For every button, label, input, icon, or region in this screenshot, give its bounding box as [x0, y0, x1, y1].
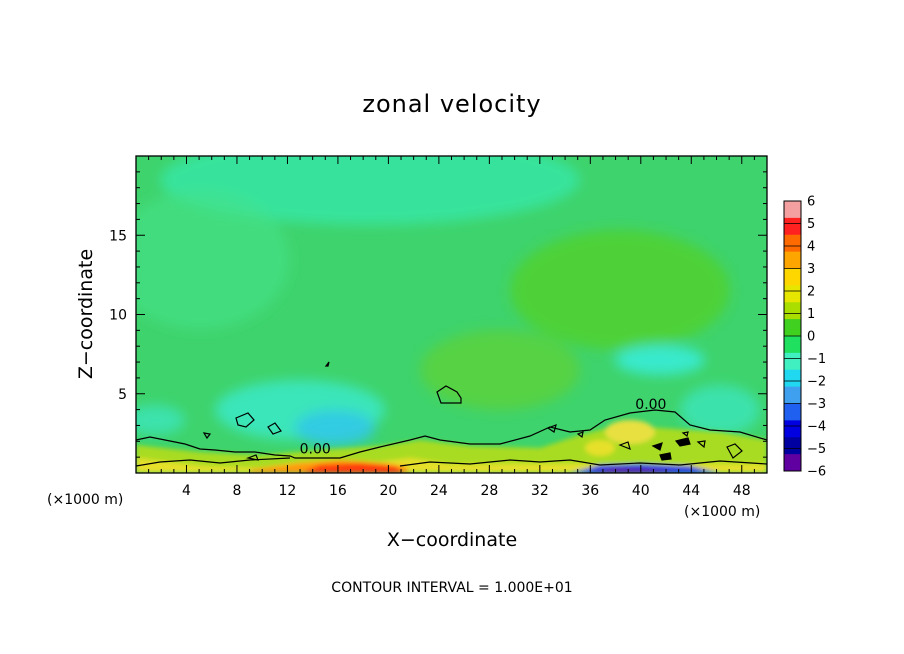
colorbar: 6 5 4 3 2 1 0 −1 −2 −3 −4 −5 −6	[783, 195, 826, 480]
x-tick-label: 16	[329, 483, 347, 499]
colorbar-swatch	[784, 217, 801, 236]
chart-title: zonal velocity	[362, 90, 541, 118]
colorbar-swatch	[784, 352, 801, 371]
colorbar-tick-label: 0	[807, 330, 815, 345]
colorbar-tick-label: −4	[807, 420, 826, 435]
colorbar-tick-label: 4	[807, 240, 815, 255]
colorbar-tick-label: −2	[807, 375, 826, 390]
x-tick-label: 20	[379, 483, 397, 499]
colorbar-swatch	[784, 268, 801, 286]
colorbar-tick-label: −6	[807, 465, 826, 480]
colorbar-tick-label: −5	[807, 442, 826, 457]
colorbar-swatch	[784, 336, 801, 354]
x-unit-label-left: (×1000 m)	[47, 492, 123, 508]
x-unit-label-right: (×1000 m)	[684, 504, 760, 520]
x-tick-label: 36	[581, 483, 599, 499]
colorbar-swatch	[784, 403, 801, 421]
y-axis: 5 10 15	[109, 171, 767, 458]
colorbar-swatch	[784, 285, 801, 303]
zero-contours	[136, 361, 767, 467]
colorbar-tick-label: 1	[807, 307, 815, 322]
colorbar-swatch	[784, 454, 801, 472]
x-tick-label: 48	[733, 483, 751, 499]
colorbar-swatch	[784, 369, 801, 388]
colorbar-swatch	[784, 234, 801, 253]
x-tick-label: 8	[232, 483, 241, 499]
y-tick-label: 10	[109, 308, 127, 324]
contour-label: 0.00	[635, 397, 666, 413]
colorbar-swatch	[784, 386, 801, 404]
colorbar-tick-label: 6	[807, 195, 815, 210]
y-tick-label: 15	[109, 228, 127, 244]
colorbar-swatch	[784, 319, 801, 337]
x-tick-label: 12	[279, 483, 297, 499]
x-tick-label: 24	[430, 483, 448, 499]
colorbar-tick-label: −3	[807, 397, 826, 412]
colorbar-swatch	[784, 251, 801, 269]
x-tick-label: 32	[531, 483, 549, 499]
x-tick-label: 44	[682, 483, 700, 499]
colorbar-swatch	[784, 302, 801, 320]
x-tick-label: 40	[632, 483, 650, 499]
colorbar-tick-label: 2	[807, 285, 815, 300]
x-axis-label: X−coordinate	[387, 529, 517, 551]
colorbar-tick-label: 3	[807, 262, 815, 277]
y-tick-label: 5	[118, 387, 127, 403]
velocity-field	[136, 156, 767, 473]
colorbar-swatch	[784, 420, 801, 438]
colorbar-tick-label: −1	[807, 352, 826, 367]
contour-labels: 0.00 0.00	[300, 397, 667, 457]
colorbar-swatch	[784, 437, 801, 455]
colorbar-swatch	[784, 201, 801, 219]
x-tick-label: 28	[480, 483, 498, 499]
x-axis: 4 8 12 16 20 24 28 32 36 40 44 48	[148, 156, 755, 499]
contour-label: 0.00	[300, 441, 331, 457]
y-axis-label: Z−coordinate	[75, 249, 97, 379]
contour-interval-note: CONTOUR INTERVAL = 1.000E+01	[331, 580, 572, 596]
x-tick-label: 4	[182, 483, 191, 499]
colorbar-tick-label: 5	[807, 217, 815, 232]
